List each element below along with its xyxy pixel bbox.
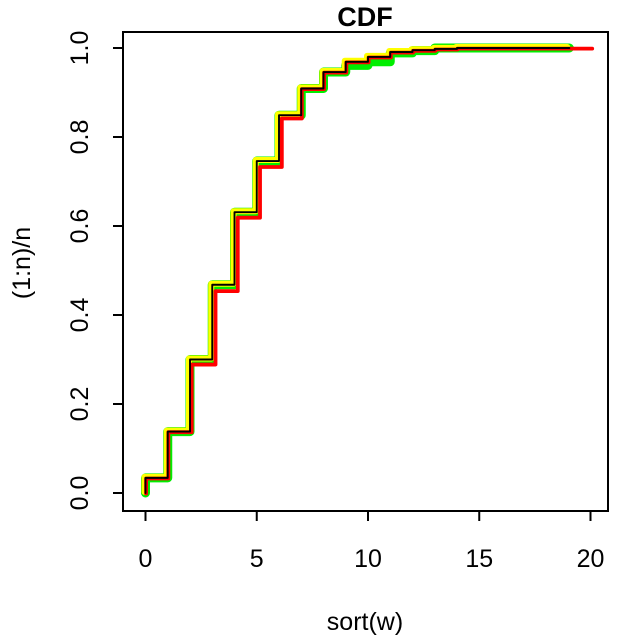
cdf-step-line-black bbox=[144, 47, 571, 494]
x-tick-label: 0 bbox=[139, 545, 153, 573]
y-axis-label: (1:n)/n bbox=[8, 227, 36, 299]
y-tick-label: 0.4 bbox=[66, 298, 94, 333]
cdf-step-line-yellow bbox=[141, 44, 571, 495]
y-tick-label: 1.0 bbox=[66, 31, 94, 66]
y-tick-label: 0.6 bbox=[66, 209, 94, 244]
plot-border bbox=[122, 31, 609, 512]
x-tick-label: 15 bbox=[465, 545, 493, 573]
cdf-step-line-red bbox=[144, 46, 595, 496]
x-tick-label: 10 bbox=[354, 545, 382, 573]
y-tick-label: 0.2 bbox=[66, 387, 94, 422]
plot-elements: 0 5 10 15 20 0.0 0.2 0.4 0.6 0.8 1.0 bbox=[66, 31, 609, 573]
x-tick-label: 5 bbox=[250, 545, 264, 573]
y-tick-label: 0.0 bbox=[66, 476, 94, 511]
x-tick-label: 20 bbox=[577, 545, 605, 573]
x-axis-label: sort(w) bbox=[327, 608, 403, 636]
chart-title: CDF bbox=[337, 2, 393, 32]
cdf-step-line-green bbox=[141, 43, 574, 498]
y-tick-label: 0.8 bbox=[66, 120, 94, 155]
